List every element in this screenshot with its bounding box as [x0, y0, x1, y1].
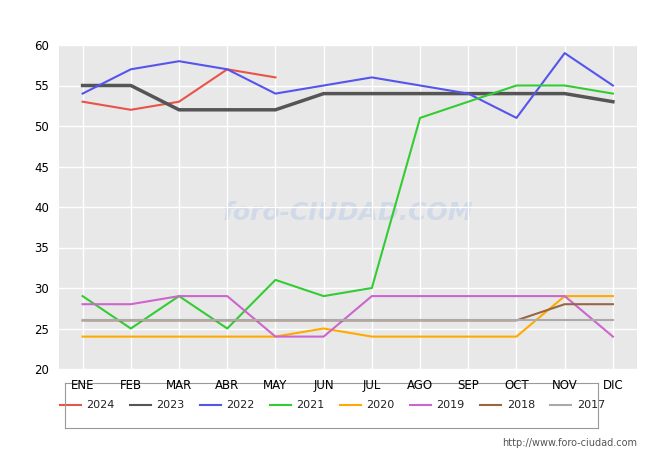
- Text: 2017: 2017: [577, 400, 605, 410]
- Text: 2021: 2021: [296, 400, 325, 410]
- Text: 2024: 2024: [86, 400, 114, 410]
- Text: 2019: 2019: [437, 400, 465, 410]
- Text: 2022: 2022: [226, 400, 255, 410]
- Text: foro-CIUDAD.COM: foro-CIUDAD.COM: [222, 202, 473, 225]
- Text: 2018: 2018: [506, 400, 535, 410]
- Text: http://www.foro-ciudad.com: http://www.foro-ciudad.com: [502, 438, 637, 448]
- Text: 2023: 2023: [157, 400, 185, 410]
- Text: Afiliados en Villasayas a 31/5/2024: Afiliados en Villasayas a 31/5/2024: [180, 11, 470, 29]
- Text: 2020: 2020: [367, 400, 395, 410]
